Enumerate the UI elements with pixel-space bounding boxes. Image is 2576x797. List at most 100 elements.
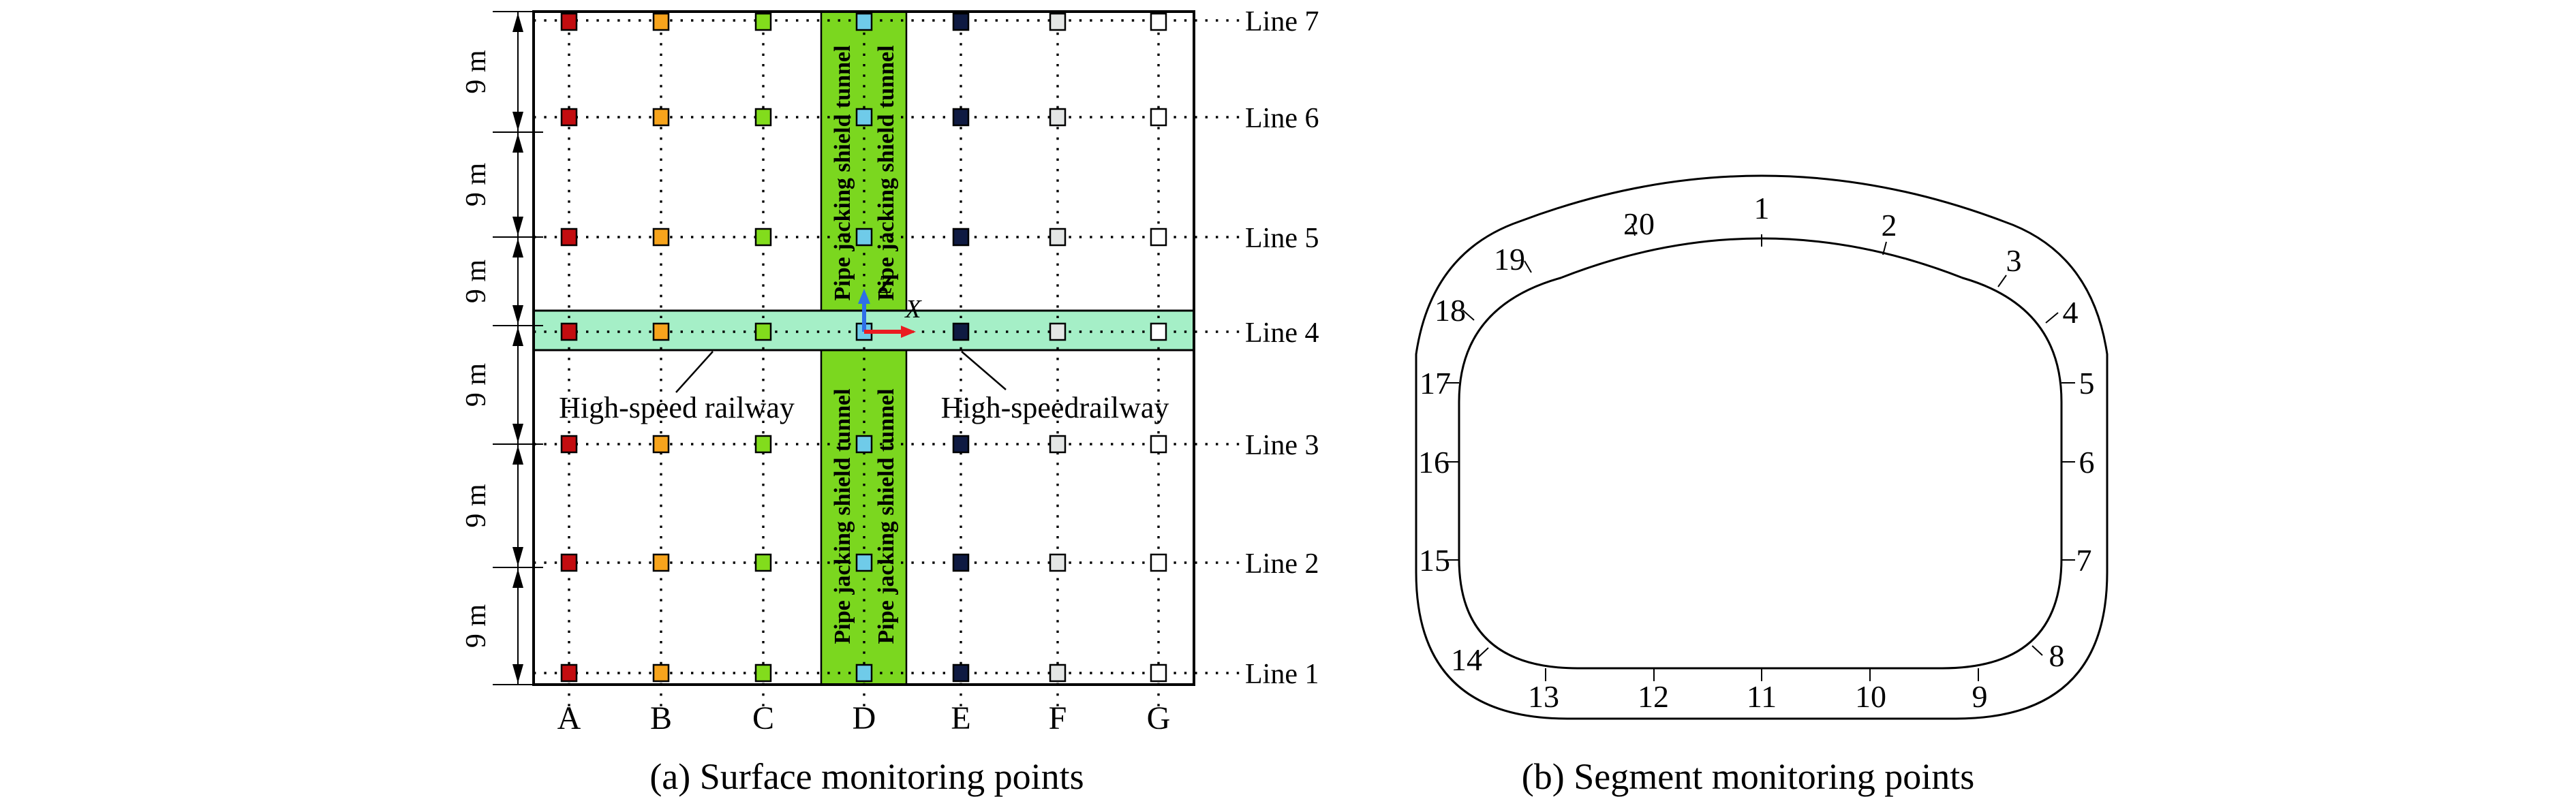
- marker-B-line1: [652, 663, 670, 683]
- tunnel-band-label: Pipe jacking shield tunnel: [874, 388, 899, 644]
- segment-outer-ring: [1415, 174, 2109, 720]
- dim-arrow-up: [512, 238, 523, 257]
- dim-label-9m: 9 m: [461, 604, 492, 648]
- marker-G-line2: [1150, 553, 1167, 572]
- dim-label-9m: 9 m: [461, 163, 492, 207]
- tunnel-band-label: Pipe jacking shield tunnel: [830, 388, 855, 644]
- dim-arrow-down: [512, 217, 523, 236]
- marker-A-line2: [560, 553, 578, 572]
- segment-point-label-18: 18: [1435, 293, 1466, 328]
- marker-E-line4: [952, 322, 970, 341]
- segment-point-tick-4: [2045, 312, 2059, 324]
- marker-G-line1: [1150, 663, 1167, 683]
- caption-a: (a) Surface monitoring points: [649, 756, 1084, 797]
- segment-point-label-19: 19: [1494, 242, 1525, 277]
- segment-point-label-13: 13: [1528, 679, 1559, 714]
- caption-b: (b) Segment monitoring points: [1522, 756, 1974, 797]
- marker-F-line6: [1049, 108, 1067, 127]
- segment-point-label-7: 7: [2076, 543, 2092, 578]
- dim-label-9m: 9 m: [461, 50, 492, 94]
- marker-G-line3: [1150, 435, 1167, 454]
- dim-arrow-up: [512, 569, 523, 588]
- marker-C-line5: [754, 228, 772, 247]
- marker-G-line7: [1150, 12, 1167, 31]
- segment-point-tick-19: [1524, 260, 1532, 273]
- marker-C-line3: [754, 435, 772, 454]
- marker-G-line4: [1150, 322, 1167, 341]
- marker-E-line3: [952, 435, 970, 454]
- marker-B-line4: [652, 322, 670, 341]
- marker-C-line4: [754, 322, 772, 341]
- column-label-D: D: [853, 700, 876, 736]
- tunnel-band-label: Pipe jacking shield tunnel: [830, 45, 855, 300]
- marker-D-line5: [855, 228, 873, 247]
- marker-C-line7: [754, 12, 772, 31]
- segment-point-label-9: 9: [1972, 679, 1988, 714]
- segment-point-label-15: 15: [1419, 543, 1450, 578]
- column-label-G: G: [1147, 700, 1171, 736]
- dim-arrow-up: [512, 327, 523, 346]
- row-label-line5: Line 5: [1245, 223, 1319, 254]
- segment-point-label-17: 17: [1420, 366, 1451, 401]
- railway-leader-line: [961, 351, 1007, 390]
- marker-E-line6: [952, 108, 970, 127]
- marker-G-line6: [1150, 108, 1167, 127]
- marker-B-line3: [652, 435, 670, 454]
- dim-arrow-down: [512, 305, 523, 324]
- x-axis-arrowhead: [901, 326, 916, 338]
- railway-label-left: High-speed railway: [559, 391, 795, 424]
- tunnel-band-label: Pipe jacking shield tunnel: [874, 45, 899, 300]
- panel-a-surface-monitoring: Pipe jacking shield tunnel Pipe jacking s…: [461, 6, 1319, 736]
- segment-point-label-5: 5: [2079, 366, 2095, 401]
- row-label-line4: Line 4: [1245, 317, 1319, 349]
- segment-point-label-3: 3: [2006, 243, 2022, 278]
- railway-label-right: High-speedrailway: [941, 391, 1169, 424]
- marker-C-line6: [754, 108, 772, 127]
- dim-arrow-down: [512, 664, 523, 683]
- dim-label-9m: 9 m: [461, 260, 492, 304]
- segment-point-label-6: 6: [2079, 445, 2095, 480]
- dim-arrow-down: [512, 424, 523, 443]
- marker-A-line1: [560, 663, 578, 683]
- segment-point-label-14: 14: [1451, 642, 1482, 677]
- column-label-A: A: [557, 700, 581, 736]
- segment-point-label-2: 2: [1882, 208, 1897, 243]
- dim-label-9m: 9 m: [461, 484, 492, 528]
- axis-label-z: Z: [878, 270, 893, 299]
- marker-B-line7: [652, 12, 670, 31]
- marker-D-line2: [855, 553, 873, 572]
- marker-B-line2: [652, 553, 670, 572]
- row-label-line2: Line 2: [1245, 548, 1319, 580]
- segment-inner-ring: [1458, 237, 2063, 670]
- column-label-B: B: [650, 700, 672, 736]
- marker-F-line7: [1049, 12, 1067, 31]
- segment-point-label-20: 20: [1623, 206, 1655, 241]
- marker-D-line1: [855, 663, 873, 683]
- marker-A-line6: [560, 108, 578, 127]
- axis-label-x: X: [904, 295, 922, 324]
- dim-label-9m: 9 m: [461, 363, 492, 407]
- segment-point-label-11: 11: [1747, 679, 1777, 714]
- marker-G-line5: [1150, 228, 1167, 247]
- dim-arrow-up: [512, 13, 523, 32]
- marker-E-line2: [952, 553, 970, 572]
- marker-A-line5: [560, 228, 578, 247]
- row-label-line1: Line 1: [1245, 659, 1319, 690]
- dim-arrow-down: [512, 547, 523, 566]
- marker-F-line5: [1049, 228, 1067, 247]
- marker-D-line3: [855, 435, 873, 454]
- marker-A-line4: [560, 322, 578, 341]
- segment-point-tick-20: [1631, 223, 1636, 236]
- row-label-line7: Line 7: [1245, 6, 1319, 37]
- column-label-F: F: [1049, 700, 1067, 736]
- dim-arrow-down: [512, 112, 523, 131]
- marker-A-line3: [560, 435, 578, 454]
- row-label-line6: Line 6: [1245, 103, 1319, 134]
- column-label-C: C: [752, 700, 774, 736]
- segment-point-tick-3: [1997, 275, 2007, 287]
- marker-E-line7: [952, 12, 970, 31]
- marker-C-line2: [754, 553, 772, 572]
